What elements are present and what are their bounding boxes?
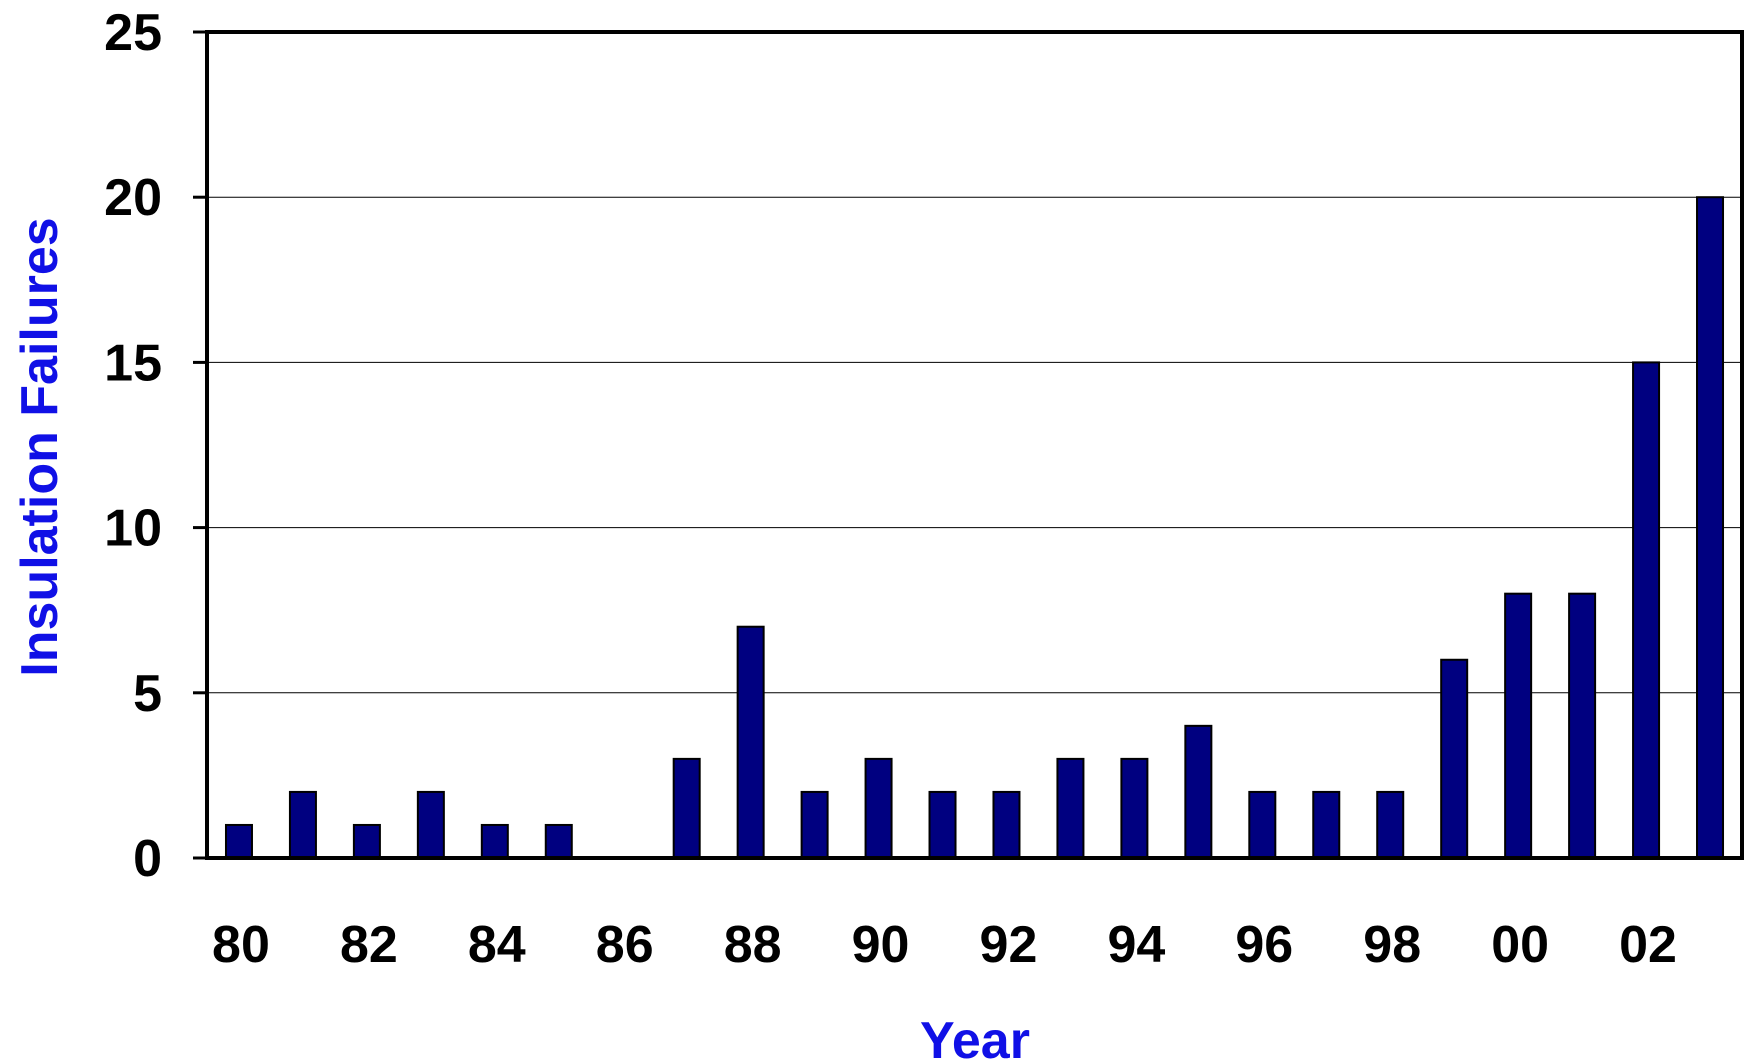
bar: [1568, 592, 1597, 859]
bar: [1312, 790, 1341, 859]
bars: [224, 196, 1725, 860]
bar: [1248, 790, 1277, 859]
y-tick-label: 15: [104, 334, 162, 392]
bar: [544, 823, 573, 860]
x-tick-label: 86: [596, 916, 654, 974]
x-tick-label: 82: [340, 916, 398, 974]
x-tick-label: 84: [468, 916, 526, 974]
bar: [672, 757, 701, 860]
x-tick-label: 00: [1491, 916, 1549, 974]
bar: [928, 790, 957, 859]
bar: [800, 790, 829, 859]
y-tick-label: 25: [104, 4, 162, 62]
bar: [1184, 724, 1213, 860]
bar: [992, 790, 1021, 859]
x-tick-label: 88: [724, 916, 782, 974]
y-tick-label: 10: [104, 500, 162, 558]
x-tick-label: 80: [212, 916, 270, 974]
bar: [480, 823, 509, 860]
bar: [1056, 757, 1085, 860]
bar: [288, 790, 317, 859]
x-tick-label: 02: [1619, 916, 1677, 974]
bar: [736, 625, 765, 859]
bar: [352, 823, 381, 860]
bar: [1632, 361, 1661, 859]
bar: [224, 823, 253, 860]
bar: [1376, 790, 1405, 859]
bar: [1440, 658, 1469, 860]
y-tick-label: 5: [133, 665, 162, 723]
x-tick-label: 90: [852, 916, 910, 974]
y-axis-title: Insulation Failures: [11, 217, 69, 676]
x-tick-label: 98: [1363, 916, 1421, 974]
x-tick-label: 94: [1107, 916, 1165, 974]
x-axis: 80 82 84 86 88 90 92 94 96 98 00 02: [212, 916, 1677, 974]
plot-area-frame: [205, 30, 1744, 860]
x-axis-title: Year: [920, 1012, 1030, 1062]
y-tick-label: 20: [104, 169, 162, 227]
gridlines: [207, 196, 1742, 694]
bar: [1504, 592, 1533, 859]
bar: [864, 757, 893, 860]
x-tick-label: 92: [980, 916, 1038, 974]
x-tick-label: 96: [1235, 916, 1293, 974]
y-tick-label: 0: [133, 830, 162, 888]
bar: [1696, 196, 1725, 859]
bar: [416, 790, 445, 859]
bar: [1120, 757, 1149, 860]
y-axis: 0 5 10 15 20 25: [104, 4, 207, 888]
